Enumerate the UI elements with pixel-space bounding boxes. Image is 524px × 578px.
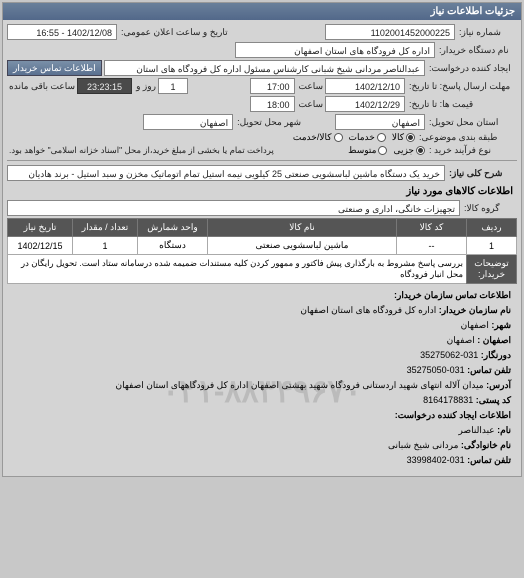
packaging-radio-group: کالا خدمات کالا/خدمت — [293, 132, 415, 143]
fax-value: 031-35275062 — [420, 350, 478, 360]
packaging-label: طبقه بندی موضوعی: — [417, 132, 517, 143]
goods-section-title: اطلاعات کالاهای مورد نیاز — [7, 183, 517, 200]
contact-section-2: اطلاعات ایجاد کننده درخواست: — [395, 410, 511, 420]
days-label: روز و — [134, 81, 156, 92]
resp-date-value: 1402/12/10 — [325, 78, 405, 94]
panel-title: جزئیات اطلاعات نیاز — [3, 3, 521, 20]
req-no-label: شماره نیاز: — [457, 27, 517, 38]
subject-label: شرح کلی نیاز: — [447, 168, 517, 179]
remaining-label: ساعت باقی مانده — [7, 81, 75, 92]
purchase-type-label: نوع فرآیند خرید : — [427, 145, 517, 156]
radio-kala-khadamat[interactable]: کالا/خدمت — [293, 132, 343, 143]
radio-khadamat-label: خدمات — [349, 132, 375, 143]
post-label: اصفهان : — [477, 335, 511, 345]
family-value: مردانی شیخ شبانی — [388, 440, 458, 450]
postcode-value: 8164178831 — [423, 395, 473, 405]
col-unit: واحد شمارش — [138, 219, 208, 237]
days-left-value: 1 — [158, 78, 188, 94]
buyer-org-value: اداره کل فرودگاه های استان اصفهان — [235, 42, 435, 58]
price-deadline-label: قیمت ها: تا تاریخ: — [407, 99, 517, 110]
requester-value: عبدالناصر مردانی شیخ شبانی کارشناس مسئول… — [104, 60, 425, 76]
time-left-value: 23:23:15 — [77, 78, 132, 94]
address-value: میدان آلاله انتهای شهید اردستانی فرودگاه… — [116, 380, 484, 390]
cell-name: ماشین لباسشویی صنعتی — [208, 237, 397, 255]
payment-note: پرداخت تمام یا بخشی از مبلغ خرید،از محل … — [7, 145, 274, 156]
resp-time-value: 17:00 — [250, 78, 295, 94]
radio-motevaset[interactable]: متوسط — [348, 145, 387, 156]
goods-group-label: گروه کالا: — [462, 203, 517, 214]
desc-value: بررسی پاسخ مشروط به بارگذاری پیش فاکتور … — [8, 255, 467, 284]
org-label: نام سازمان خریدار: — [439, 305, 511, 315]
radio-jozi[interactable]: جزیی — [393, 145, 425, 156]
fax-label: دورنگار: — [481, 350, 511, 360]
city-label: شهر: — [491, 320, 511, 330]
delivery-loc-value: اصفهان — [335, 114, 425, 130]
goods-table: ردیف کد کالا نام کالا واحد شمارش تعداد /… — [7, 218, 517, 284]
cell-date: 1402/12/15 — [8, 237, 73, 255]
goods-group-value: تجهیزات خانگی، اداری و صنعتی — [7, 200, 460, 216]
name-value: عبدالناصر — [459, 425, 495, 435]
requester-label: ایجاد کننده درخواست: — [427, 63, 517, 74]
col-idx: ردیف — [467, 219, 517, 237]
price-time-value: 18:00 — [250, 96, 295, 112]
col-name: نام کالا — [208, 219, 397, 237]
radio-motevaset-label: متوسط — [348, 145, 376, 156]
buyer-contact-button[interactable]: اطلاعات تماس خریدار — [7, 60, 102, 76]
time-label-1: ساعت — [297, 81, 324, 92]
price-date-value: 1402/12/29 — [325, 96, 405, 112]
address-label: آدرس: — [486, 380, 511, 390]
resp-deadline-label: مهلت ارسال پاسخ: تا تاریخ: — [407, 81, 517, 92]
post-value: اصفهان — [447, 335, 475, 345]
radio-jozi-label: جزیی — [393, 145, 414, 156]
name-label: نام: — [497, 425, 511, 435]
buyer-org-label: نام دستگاه خریدار: — [437, 45, 517, 56]
phone2-label: تلفن تماس: — [467, 455, 511, 465]
table-desc-row: توضیحات خریدار: بررسی پاسخ مشروط به بارگ… — [8, 255, 517, 284]
postcode-label: کد پستی: — [476, 395, 511, 405]
req-no-value: 1102001452000225 — [325, 24, 455, 40]
pub-datetime-label: تاریخ و ساعت اعلان عمومی: — [119, 27, 228, 38]
city-value: اصفهان — [461, 320, 489, 330]
cell-unit: دستگاه — [138, 237, 208, 255]
col-qty: تعداد / مقدار — [73, 219, 138, 237]
radio-khadamat[interactable]: خدمات — [349, 132, 386, 143]
time-label-2: ساعت — [297, 99, 324, 110]
phone-label: تلفن تماس: — [467, 365, 511, 375]
radio-kala-khadamat-label: کالا/خدمت — [293, 132, 332, 143]
delivery-city-label: شهر محل تحویل: — [235, 117, 301, 128]
family-label: نام خانوادگی: — [461, 440, 511, 450]
contact-section-1: اطلاعات تماس سازمان خریدار: — [394, 290, 511, 300]
table-row: 1 -- ماشین لباسشویی صنعتی دستگاه 1 1402/… — [8, 237, 517, 255]
org-value: اداره کل فرودگاه های استان اصفهان — [300, 305, 436, 315]
phone-value: 031-35275050 — [407, 365, 465, 375]
delivery-city-value: اصفهان — [143, 114, 233, 130]
col-date: تاریخ نیاز — [8, 219, 73, 237]
phone2-value: 031-33998402 — [407, 455, 465, 465]
desc-label: توضیحات خریدار: — [467, 255, 517, 284]
radio-kala-label: کالا — [392, 132, 404, 143]
radio-kala[interactable]: کالا — [392, 132, 415, 143]
delivery-loc-label: استان محل تحویل: — [427, 117, 517, 128]
pub-datetime-value: 1402/12/08 - 16:55 — [7, 24, 117, 40]
cell-code: -- — [397, 237, 467, 255]
cell-qty: 1 — [73, 237, 138, 255]
cell-idx: 1 — [467, 237, 517, 255]
purchase-type-radio-group: جزیی متوسط — [348, 145, 425, 156]
subject-value: خرید یک دستگاه ماشین لباسشویی صنعتی 25 ک… — [7, 165, 445, 181]
col-code: کد کالا — [397, 219, 467, 237]
